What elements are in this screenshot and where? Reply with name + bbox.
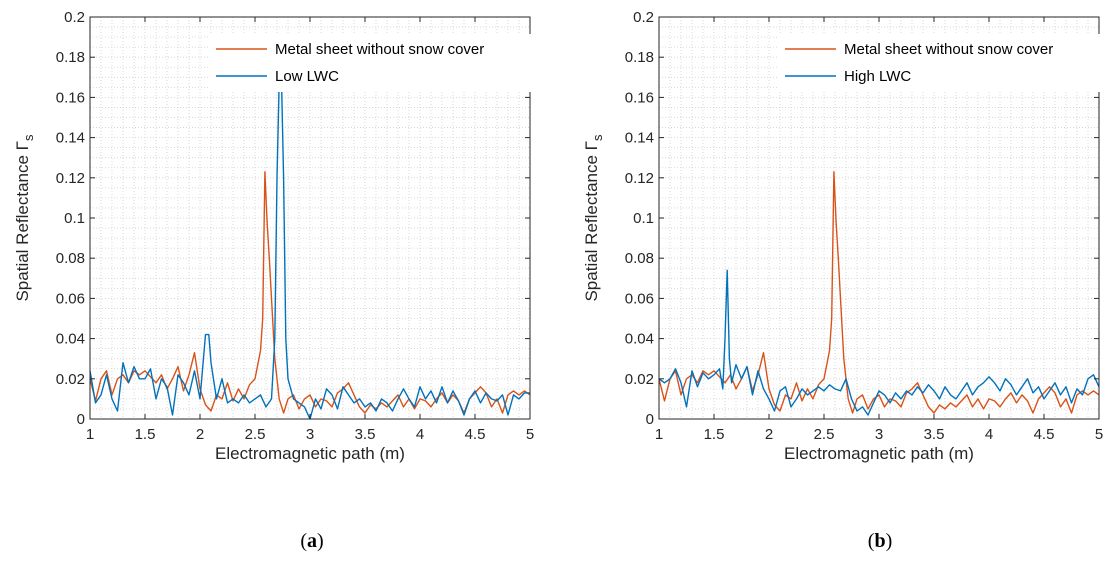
y-tick-label: 0.2 bbox=[633, 9, 654, 26]
y-tick-label: 0.16 bbox=[625, 89, 654, 106]
y-tick-label: 0.14 bbox=[625, 130, 654, 147]
series-line-2 bbox=[658, 269, 1100, 416]
x-tick-label: 1 bbox=[86, 426, 94, 443]
y-tick-label: 0.12 bbox=[625, 170, 654, 187]
y-tick-label: 0.1 bbox=[64, 210, 85, 227]
x-tick-label: 3.5 bbox=[355, 426, 376, 443]
panel-caption-letter: a bbox=[307, 530, 317, 552]
x-axis-label: Electromagnetic path (m) bbox=[784, 444, 974, 463]
series-line-1 bbox=[658, 171, 1100, 414]
x-tick-label: 3 bbox=[306, 426, 314, 443]
y-tick-label: 0.16 bbox=[56, 89, 85, 106]
x-tick-label: 4 bbox=[416, 426, 424, 443]
x-tick-label: 2 bbox=[765, 426, 773, 443]
y-tick-label: 0.08 bbox=[56, 250, 85, 267]
y-axis-label: Spatial Reflectance Γs bbox=[582, 134, 605, 302]
chart-panel-b: 1 1.5 2 2.5 3 3.5 4 4.5 5 0 0.02 0.04 0.06 0.08 0.1 0.1… bbox=[582, 9, 1115, 552]
series-line-2 bbox=[89, 74, 530, 420]
y-tick-label: 0 bbox=[77, 411, 85, 428]
y-axis-label-main: Spatial Reflectance Γ bbox=[582, 141, 601, 302]
x-tick-label: 1.5 bbox=[704, 426, 725, 443]
panel-caption: (a) bbox=[300, 530, 323, 552]
y-tick-label: 0.04 bbox=[56, 331, 85, 348]
y-axis-label: Spatial Reflectance Γs bbox=[13, 134, 36, 302]
legend-label-1: Metal sheet without snow cover bbox=[275, 41, 484, 58]
x-tick-label: 4 bbox=[985, 426, 993, 443]
panel-caption-letter: b bbox=[874, 530, 885, 552]
legend-label-2: High LWC bbox=[844, 68, 911, 85]
legend-label-1: Metal sheet without snow cover bbox=[844, 41, 1053, 58]
x-tick-label: 1.5 bbox=[135, 426, 156, 443]
y-tick-label: 0.04 bbox=[625, 331, 654, 348]
y-tick-label: 0.18 bbox=[625, 49, 654, 66]
x-tick-label: 2.5 bbox=[814, 426, 835, 443]
legend-box bbox=[779, 34, 1115, 92]
y-tick-label: 0.12 bbox=[56, 170, 85, 187]
y-tick-label: 0.18 bbox=[56, 49, 85, 66]
y-tick-label: 0 bbox=[646, 411, 654, 428]
x-axis-label: Electromagnetic path (m) bbox=[215, 444, 405, 463]
y-axis-label-subscript: s bbox=[21, 134, 36, 141]
x-tick-label: 2.5 bbox=[245, 426, 266, 443]
y-tick-label: 0.1 bbox=[633, 210, 654, 227]
x-tick-label: 3.5 bbox=[924, 426, 945, 443]
legend: Metal sheet without snow cover Low LWC bbox=[210, 34, 540, 92]
x-tick-label: 5 bbox=[526, 426, 534, 443]
legend-box bbox=[210, 34, 540, 92]
y-tick-label: 0.02 bbox=[625, 371, 654, 388]
x-tick-label: 4.5 bbox=[465, 426, 486, 443]
x-tick-label: 3 bbox=[875, 426, 883, 443]
y-tick-label: 0.14 bbox=[56, 130, 85, 147]
legend: Metal sheet without snow cover High LWC bbox=[779, 34, 1115, 92]
panel-caption: (b) bbox=[868, 530, 892, 552]
y-axis-label-main: Spatial Reflectance Γ bbox=[13, 141, 32, 302]
x-tick-label: 5 bbox=[1095, 426, 1103, 443]
x-tick-label: 2 bbox=[196, 426, 204, 443]
y-tick-label: 0.06 bbox=[56, 290, 85, 307]
y-tick-label: 0.2 bbox=[64, 9, 85, 26]
x-tick-label: 1 bbox=[655, 426, 663, 443]
y-tick-label: 0.08 bbox=[625, 250, 654, 267]
x-tick-label: 4.5 bbox=[1034, 426, 1055, 443]
chart-panel-a: 1 1.5 2 2.5 3 3.5 4 4.5 5 0 0.02 0.04 0.06 0.08 0.1 0.1… bbox=[13, 9, 540, 552]
y-tick-label: 0.02 bbox=[56, 371, 85, 388]
y-axis-label-subscript: s bbox=[590, 134, 605, 141]
legend-label-2: Low LWC bbox=[275, 68, 339, 85]
y-tick-label: 0.06 bbox=[625, 290, 654, 307]
